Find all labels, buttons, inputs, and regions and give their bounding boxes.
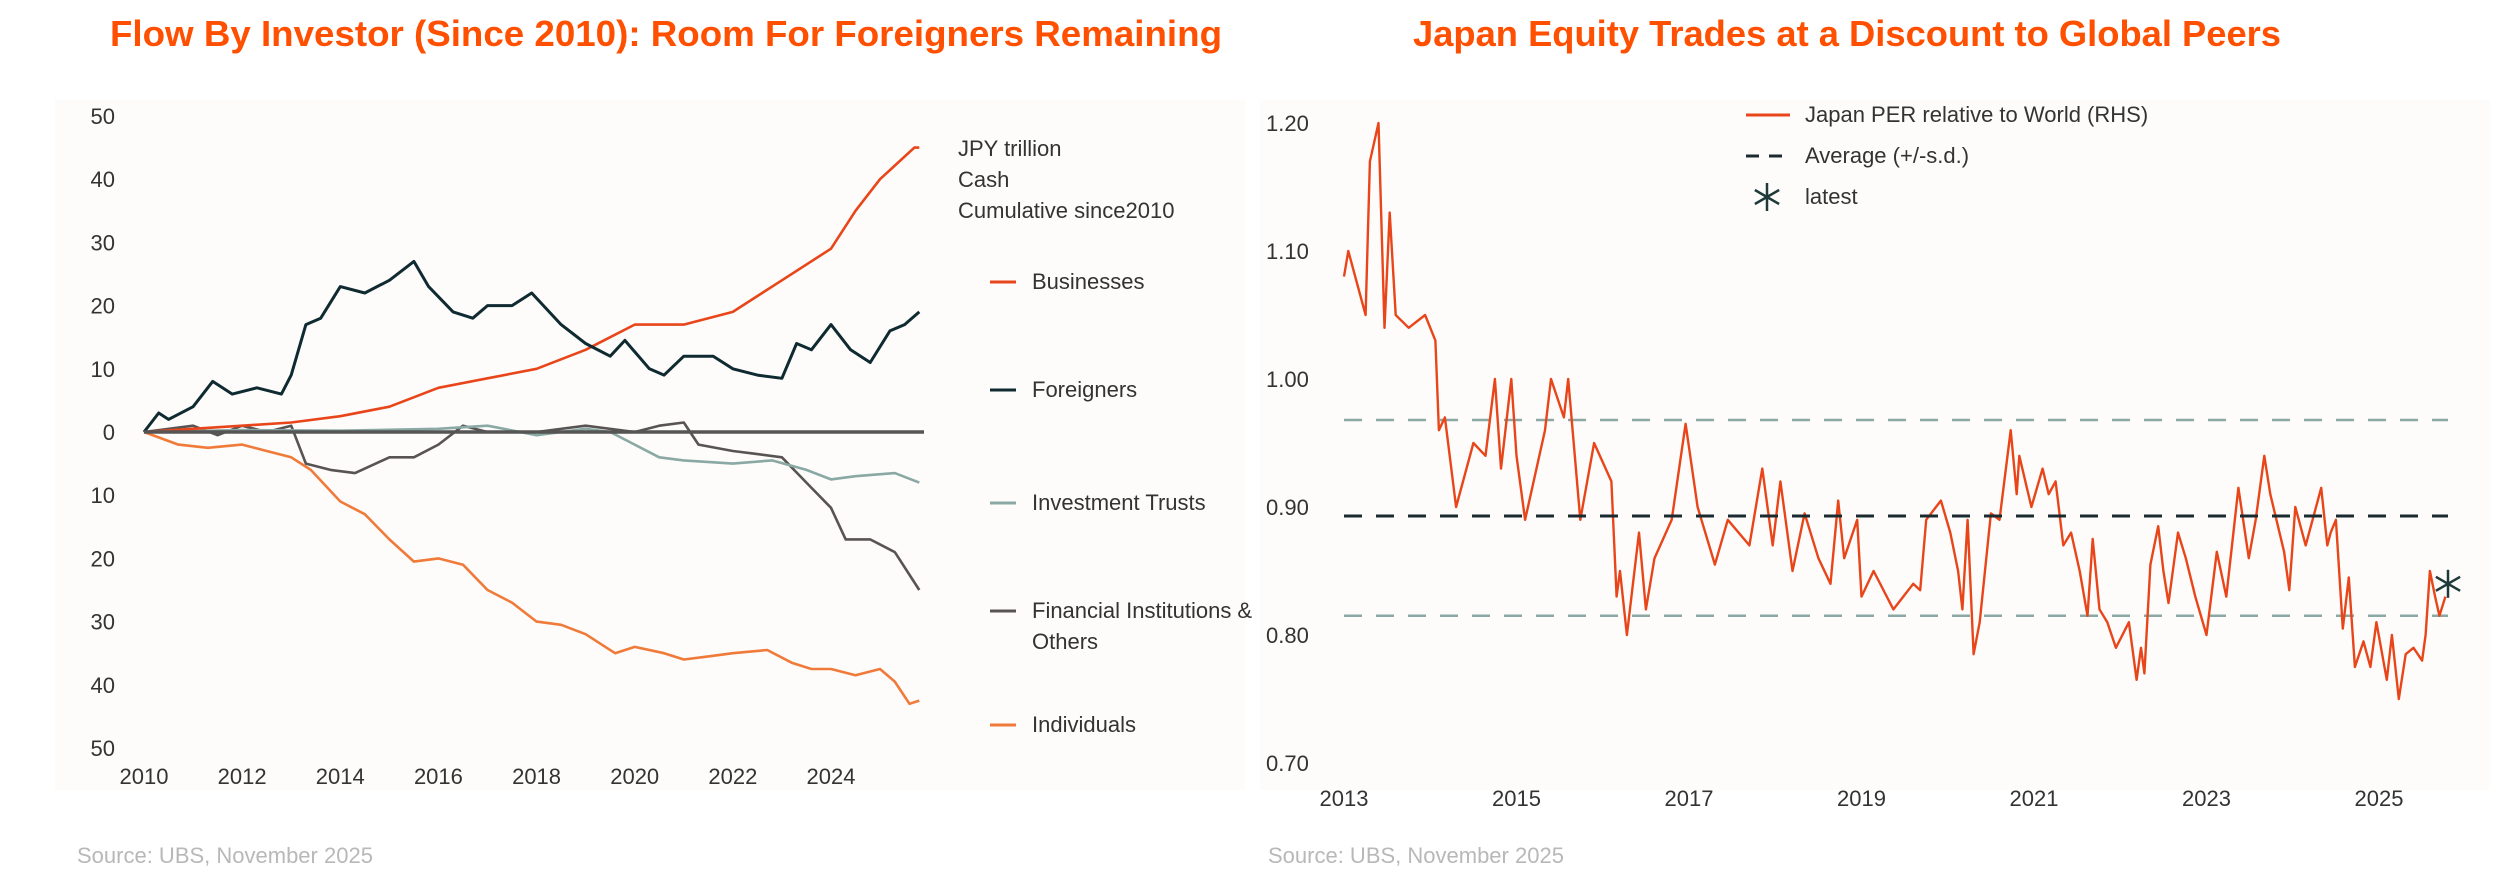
x-tick-label: 2017 [1665, 786, 1714, 811]
y-tick-label: 40 [91, 673, 115, 698]
x-tick-label: 2021 [2010, 786, 2059, 811]
x-tick-label: 2025 [2355, 786, 2404, 811]
x-tick-label: 2016 [414, 764, 463, 789]
legend-label: Financial Institutions & [1032, 598, 1252, 623]
y-tick-label: 0 [103, 420, 115, 445]
legend-label: Foreigners [1032, 377, 1137, 402]
y-tick-label: 30 [91, 610, 115, 635]
series-line-investment-trusts [143, 424, 920, 484]
series-line-japan-per [1342, 121, 2447, 701]
y-tick-label: 20 [91, 546, 115, 571]
y-tick-label: 0.80 [1266, 623, 1309, 648]
y-tick-label: 50 [91, 736, 115, 761]
x-tick-label: 2010 [120, 764, 169, 789]
y-tick-label: 10 [91, 357, 115, 382]
left-chart: Flow By Investor (Since 2010): Room For … [77, 13, 1252, 868]
right-source: Source: UBS, November 2025 [1268, 843, 1564, 868]
unit-note-2: Cash [958, 167, 1009, 192]
series-line-businesses [143, 146, 920, 434]
x-tick-label: 2023 [2182, 786, 2231, 811]
x-tick-label: 2014 [316, 764, 365, 789]
y-tick-label: 0.90 [1266, 495, 1309, 520]
x-tick-label: 2015 [1492, 786, 1541, 811]
star-stroke [2435, 575, 2461, 592]
legend-label: Average (+/-s.d.) [1805, 143, 1969, 168]
x-tick-label: 2018 [512, 764, 561, 789]
right-chart-title: Japan Equity Trades at a Discount to Glo… [1413, 13, 2281, 54]
x-tick-label: 2013 [1320, 786, 1369, 811]
legend-label: Others [1032, 629, 1098, 654]
left-chart-title: Flow By Investor (Since 2010): Room For … [110, 13, 1222, 54]
series-line-foreigners [142, 259, 921, 433]
y-tick-label: 30 [91, 230, 115, 255]
y-tick-label: 1.10 [1266, 239, 1309, 264]
y-tick-label: 0.70 [1266, 751, 1309, 776]
x-tick-label: 2012 [218, 764, 267, 789]
left-source: Source: UBS, November 2025 [77, 843, 373, 868]
y-tick-label: 1.20 [1266, 111, 1309, 136]
unit-note-3: Cumulative since2010 [958, 198, 1174, 223]
y-tick-label: 20 [91, 294, 115, 319]
legend-label: Businesses [1032, 269, 1145, 294]
y-tick-label: 40 [91, 167, 115, 192]
y-tick-label: 1.00 [1266, 367, 1309, 392]
legend-label: Investment Trusts [1032, 490, 1206, 515]
y-tick-label: 50 [91, 104, 115, 129]
y-tick-label: 10 [91, 483, 115, 508]
x-tick-label: 2024 [807, 764, 856, 789]
x-tick-label: 2019 [1837, 786, 1886, 811]
latest-marker-icon [2435, 569, 2461, 598]
legend-label: latest [1805, 184, 1858, 209]
legend-label: Japan PER relative to World (RHS) [1805, 102, 2148, 127]
legend-label: Individuals [1032, 712, 1136, 737]
unit-note-1: JPY trillion [958, 136, 1062, 161]
x-tick-label: 2020 [610, 764, 659, 789]
x-tick-label: 2022 [708, 764, 757, 789]
right-chart: Japan Equity Trades at a Discount to Glo… [1266, 13, 2461, 868]
star-stroke [1754, 188, 1780, 206]
legend-latest-icon [1754, 183, 1780, 211]
series-line-individuals [143, 430, 920, 706]
